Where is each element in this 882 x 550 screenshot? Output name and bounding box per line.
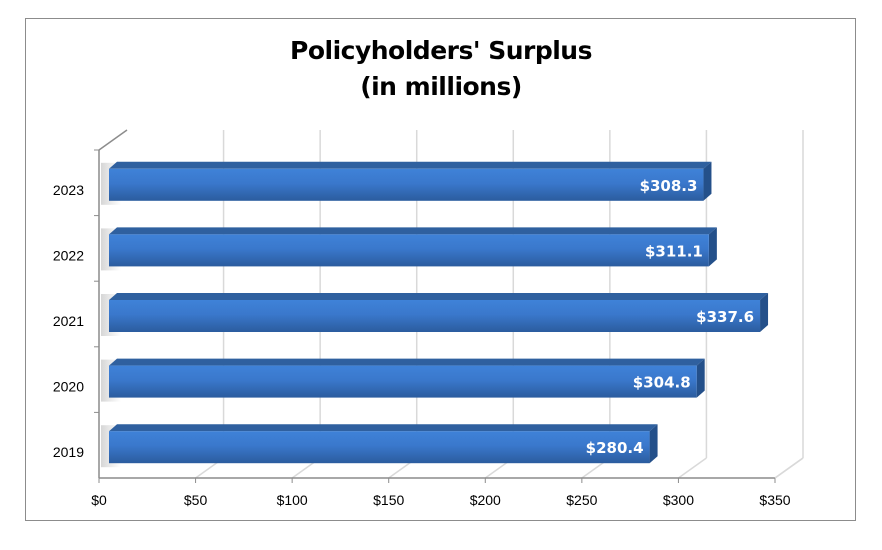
data-label: $280.4 — [586, 439, 644, 457]
data-label: $311.1 — [645, 242, 703, 260]
y-tick-label: 2020 — [53, 379, 84, 395]
bar-top — [109, 161, 712, 169]
bar — [109, 234, 709, 267]
bar-side — [708, 227, 717, 267]
y-tick-label: 2023 — [53, 182, 84, 198]
chart-subtitle: (in millions) — [360, 72, 522, 101]
x-tick-label: $150 — [373, 492, 404, 508]
x-tick-label: $300 — [663, 492, 694, 508]
data-label: $337.6 — [696, 308, 754, 326]
x-tick-label: $100 — [277, 492, 308, 508]
x-tick-label: $350 — [759, 492, 790, 508]
bar-top — [109, 424, 658, 432]
x-tick-label: $50 — [184, 492, 208, 508]
bar-side — [760, 293, 769, 332]
chart-frame — [25, 18, 856, 521]
bar-side — [703, 161, 712, 201]
x-tick-label: $200 — [470, 492, 501, 508]
bar — [109, 365, 697, 398]
bar-side — [649, 424, 658, 464]
bar-side — [696, 358, 705, 398]
gridline-floor — [677, 457, 707, 479]
y-axis-top-edge — [98, 129, 128, 151]
x-tick-label: $250 — [566, 492, 597, 508]
y-tick-label: 2019 — [53, 444, 84, 460]
y-tick-label: 2021 — [53, 313, 84, 329]
chart-title: Policyholders' Surplus — [290, 36, 593, 65]
x-axis-floor-edge — [774, 457, 804, 479]
x-tick-label: $0 — [91, 492, 107, 508]
bar — [109, 431, 650, 464]
bar-top — [109, 358, 705, 366]
data-label: $308.3 — [640, 177, 698, 195]
y-tick-label: 2022 — [53, 247, 84, 263]
bar — [109, 168, 704, 201]
bar-top — [109, 227, 717, 235]
data-label: $304.8 — [633, 374, 691, 392]
bar-top — [109, 293, 769, 300]
bar — [109, 300, 761, 332]
